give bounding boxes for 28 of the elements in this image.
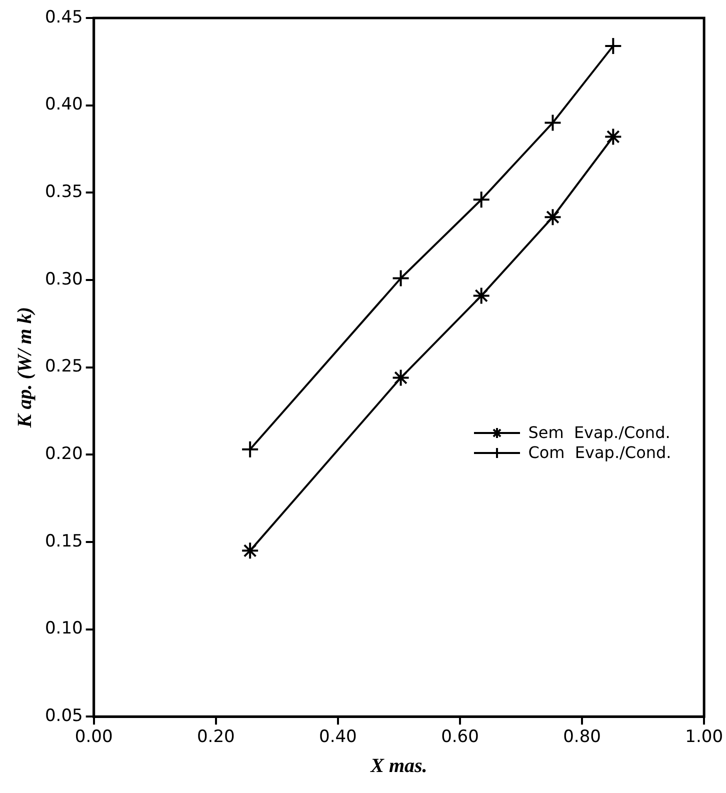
y-axis-title: K ap. (W/ m k) (14, 307, 36, 429)
legend-label: Com Evap./Cond. (528, 443, 672, 464)
point (604, 128, 622, 146)
legend-label: Sem Evap./Cond. (528, 423, 670, 444)
y-tick-label: 0.45 (44, 7, 83, 28)
x-tick-label: 0.20 (196, 727, 235, 748)
point (392, 269, 410, 288)
x-tick-label: 1.00 (685, 727, 724, 748)
y-tick-label: 0.40 (44, 94, 83, 115)
y-tick-label: 0.30 (44, 269, 83, 290)
point (392, 368, 410, 387)
y-tick-label: 0.35 (44, 182, 83, 202)
point (544, 114, 562, 132)
x-axis-title: X mas. (370, 755, 428, 778)
x-tick-label: 0.80 (563, 727, 601, 748)
y-tick-label: 0.15 (44, 531, 83, 552)
x-tick-label: 0.00 (74, 727, 113, 748)
y-tick-label: 0.10 (44, 618, 83, 639)
point (472, 286, 490, 305)
point (472, 190, 490, 209)
x-tick-label: 0.60 (441, 727, 479, 748)
y-tick-label: 0.25 (44, 356, 83, 377)
x-tick-label: 0.40 (319, 727, 357, 748)
y-tick-label: 0.05 (44, 706, 83, 726)
point (241, 440, 260, 458)
point (241, 542, 260, 560)
point (544, 208, 562, 226)
y-tick-label: 0.20 (44, 444, 83, 464)
